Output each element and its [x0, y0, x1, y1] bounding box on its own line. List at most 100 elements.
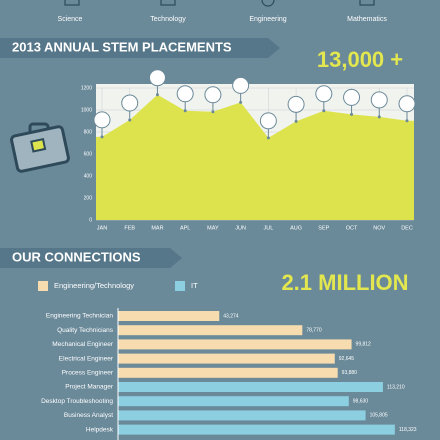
x-tick-label: OCT	[346, 225, 358, 231]
area	[96, 94, 414, 220]
bubble	[343, 88, 361, 106]
data-label: 98,630	[353, 399, 369, 405]
x-tick-label: JUL	[263, 225, 273, 231]
section-title: OUR CONNECTIONS	[12, 249, 141, 264]
x-tick-label: SEP	[318, 225, 329, 231]
bar	[118, 311, 220, 321]
legend-label: Engineering/Technology	[54, 281, 134, 290]
banner	[0, 248, 182, 268]
engineering-icon	[261, 0, 275, 7]
point	[128, 118, 132, 122]
point	[405, 119, 409, 123]
data-label: 105,805	[370, 413, 388, 419]
point	[322, 109, 326, 113]
y-tick-label: 800	[84, 129, 93, 135]
icon-label: Science	[58, 16, 83, 23]
x-tick-label: JAN	[97, 225, 107, 231]
bubble	[370, 91, 388, 109]
science-icon	[64, 0, 80, 6]
data-label: 897	[292, 102, 301, 108]
category-label: Business Analyst	[64, 412, 113, 419]
data-label: 43,274	[223, 313, 239, 319]
data-label: 960	[347, 95, 356, 101]
y-tick-label: 200	[84, 195, 93, 201]
briefcase-icon	[10, 122, 70, 173]
bar	[118, 325, 303, 336]
category-label: Project Manager	[65, 384, 114, 391]
x-tick-label: FEB	[124, 225, 135, 231]
y-tick-label: 1200	[81, 85, 92, 91]
bar	[118, 382, 383, 392]
bar	[118, 367, 338, 378]
x-tick-label: JUN	[235, 225, 246, 231]
bar	[118, 339, 352, 350]
data-label: 1,069	[234, 83, 247, 89]
category-label: Engineering Technician	[46, 313, 113, 320]
icons	[64, 0, 375, 7]
x-tick-label: APL	[180, 225, 190, 231]
banner	[0, 38, 280, 58]
legend-label: IT	[191, 281, 198, 290]
y-tick-label: 400	[84, 173, 93, 179]
bar	[118, 410, 366, 421]
bubble	[176, 85, 194, 103]
category-label: Quality Technicians	[57, 327, 114, 334]
legend-swatch	[38, 281, 48, 291]
icon-label: Engineering	[249, 16, 286, 23]
data-label: 93,880	[342, 370, 358, 376]
point	[100, 135, 104, 139]
category-label: Process Engineer	[62, 370, 114, 377]
bar	[118, 396, 349, 407]
bubble	[93, 111, 111, 129]
data-label: 1,139	[151, 75, 164, 81]
bubble	[259, 112, 277, 130]
headline: 2.1 MILLION	[281, 270, 408, 295]
bubble	[148, 69, 166, 87]
bubble	[204, 86, 222, 104]
category-label: Mechanical Engineer	[52, 341, 114, 348]
data-label: 984	[209, 92, 218, 98]
point	[350, 112, 354, 116]
point	[266, 136, 270, 140]
bar	[118, 353, 335, 364]
x-tick-label: MAR	[151, 225, 163, 231]
point	[183, 109, 187, 113]
category-label: Electrical Engineer	[59, 355, 114, 362]
bubble	[121, 94, 139, 112]
point	[294, 119, 298, 123]
data-label: 78,770	[306, 328, 322, 334]
x-tick-label: AUG	[290, 225, 302, 231]
bubble	[232, 76, 250, 94]
data-label: 993	[320, 91, 329, 97]
point	[239, 100, 243, 104]
data-label: 909	[126, 100, 135, 106]
icon-label: Mathematics	[347, 16, 387, 23]
bubble	[315, 85, 333, 103]
point	[377, 115, 381, 119]
headline: 13,000 +	[317, 47, 403, 72]
y-tick-label: 0	[89, 217, 92, 223]
data-label: 902	[403, 101, 412, 107]
bubble	[398, 95, 416, 113]
data-label: 756	[98, 117, 107, 123]
technology-icon	[160, 0, 176, 6]
mathematics-icon	[359, 0, 375, 6]
category-label: Desktop Troubleshooting	[41, 398, 113, 405]
data-label: 99,812	[356, 342, 372, 348]
category-label: Helpdesk	[86, 426, 114, 433]
data-label: 113,210	[387, 384, 405, 390]
x-tick-label: DEC	[401, 225, 413, 231]
data-label: 937	[375, 97, 384, 103]
x-tick-label: NOV	[373, 225, 385, 231]
data-label: 993	[181, 91, 190, 97]
bubble	[287, 95, 305, 113]
point	[155, 93, 159, 97]
point	[211, 110, 215, 114]
data-label: 92,645	[339, 356, 355, 362]
legend-swatch	[175, 281, 185, 291]
data-label: 118,323	[399, 427, 417, 433]
y-tick-label: 600	[84, 151, 93, 157]
icon-label: Technology	[150, 16, 186, 23]
